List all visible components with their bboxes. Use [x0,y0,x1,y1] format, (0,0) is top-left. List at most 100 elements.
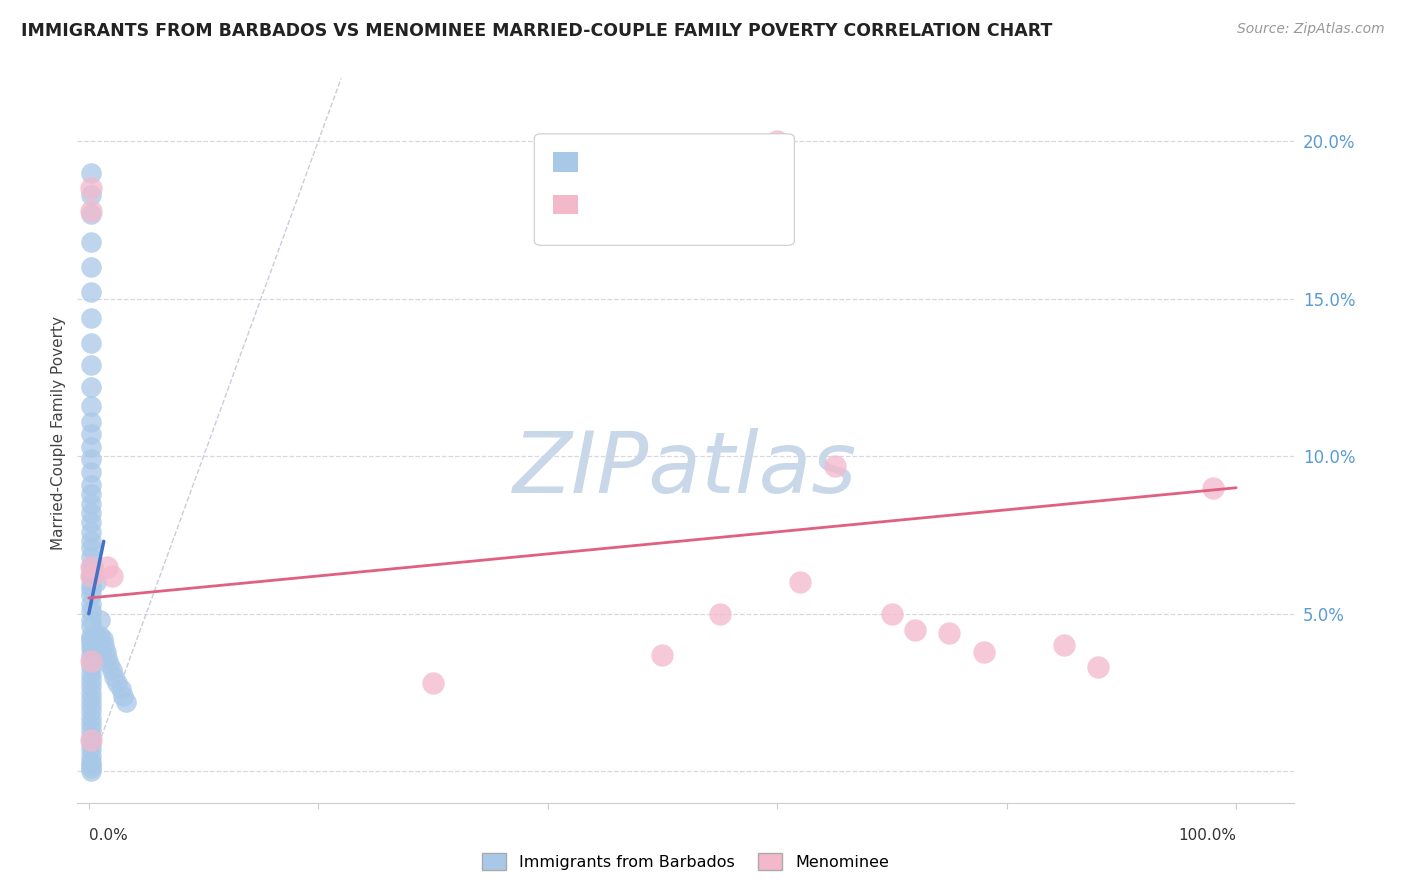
Point [80,711,103,725]
Point [904,623,927,637]
Point [80,487,103,501]
Point [80,415,103,429]
Point [80,654,103,668]
Text: IMMIGRANTS FROM BARBADOS VS MENOMINEE MARRIED-COUPLE FAMILY POVERTY CORRELATION : IMMIGRANTS FROM BARBADOS VS MENOMINEE MA… [21,22,1053,40]
Point [80,705,103,719]
Point [80,660,103,674]
Point [80,685,103,699]
Text: R =: R = [586,158,623,176]
Point [80,534,103,549]
Point [110,682,132,697]
Point [80,235,103,249]
Point [80,588,103,602]
Point [82,644,104,658]
Point [80,452,103,467]
Point [86,629,108,643]
Point [651,648,673,662]
Point [80,635,103,649]
Point [80,604,103,618]
Point [709,607,731,621]
Point [80,260,103,275]
Text: 21: 21 [721,201,744,219]
Point [80,730,103,744]
Point [80,597,103,611]
Point [80,399,103,413]
Point [80,629,103,643]
Point [114,695,136,709]
Point [80,717,103,731]
Point [80,516,103,530]
Point [1053,638,1076,652]
Point [89,613,111,627]
Text: R =: R = [586,201,623,219]
Point [82,638,104,652]
Point [80,559,103,574]
Point [80,578,103,592]
Point [1202,481,1225,495]
Point [80,203,103,218]
Point [80,496,103,510]
Point [80,648,103,662]
Point [80,181,103,195]
Point [789,575,811,590]
Point [91,632,114,646]
Point [80,559,103,574]
Point [80,569,103,583]
Point [80,761,103,775]
Point [80,477,103,491]
Text: 0.231: 0.231 [628,201,681,219]
Point [96,559,118,574]
Point [80,285,103,300]
Point [80,673,103,687]
Y-axis label: Married-Couple Family Poverty: Married-Couple Family Poverty [51,316,66,549]
Point [880,607,903,621]
Point [80,748,103,763]
Point [80,506,103,520]
Point [1087,660,1109,674]
Text: ZIPatlas: ZIPatlas [513,428,858,511]
Point [80,632,103,646]
Point [80,679,103,693]
Point [87,635,110,649]
Point [112,689,135,703]
Point [98,657,121,672]
Point [80,758,103,772]
Point [80,541,103,555]
Point [80,666,103,681]
Point [766,134,789,148]
Point [80,764,103,779]
Text: N =: N = [673,158,721,176]
Point [82,559,104,574]
Point [80,380,103,394]
Point [94,644,117,658]
Point [107,676,129,690]
Text: 0.0%: 0.0% [89,828,128,843]
Point [80,723,103,738]
Text: N =: N = [673,201,721,219]
Point [103,670,125,684]
Text: 100.0%: 100.0% [1178,828,1236,843]
Point [824,458,846,473]
Point [93,638,115,652]
Point [80,732,103,747]
Point [80,310,103,325]
Point [80,755,103,769]
Point [100,569,122,583]
Point [80,698,103,713]
Point [96,651,118,665]
Point [80,524,103,539]
Point [80,335,103,350]
Point [80,641,103,656]
Point [80,207,103,221]
Legend: Immigrants from Barbados, Menominee: Immigrants from Barbados, Menominee [475,847,896,876]
Text: 79: 79 [721,158,745,176]
Point [84,575,107,590]
Point [80,550,103,565]
Point [100,664,122,678]
Point [80,619,103,633]
Point [89,629,111,643]
Point [80,427,103,442]
Point [938,625,960,640]
Point [80,440,103,454]
Text: Source: ZipAtlas.com: Source: ZipAtlas.com [1237,22,1385,37]
